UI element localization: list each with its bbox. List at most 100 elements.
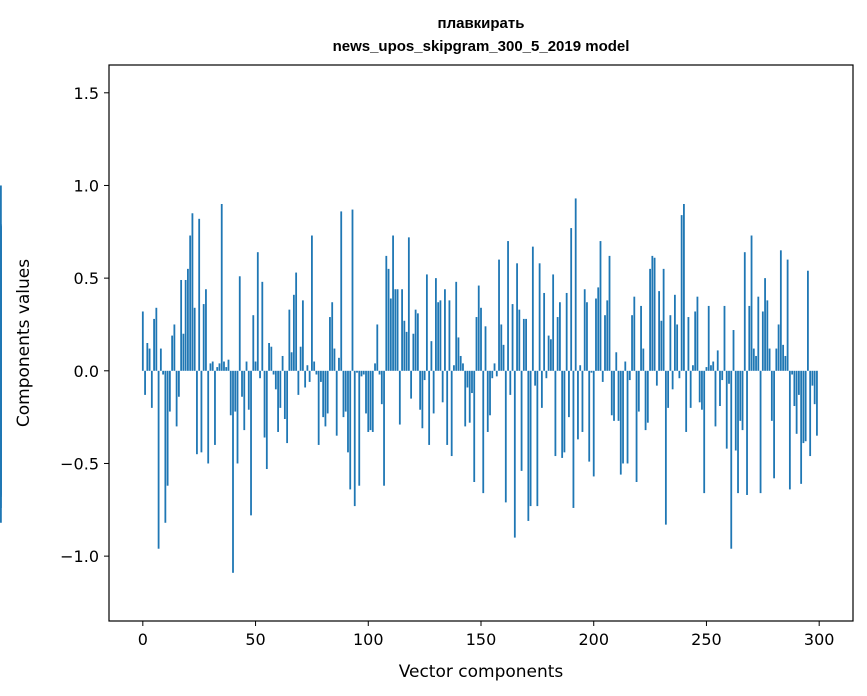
bar bbox=[162, 370, 165, 375]
bar bbox=[504, 370, 507, 503]
bar bbox=[604, 315, 606, 371]
bar bbox=[277, 370, 279, 432]
bar bbox=[493, 363, 496, 371]
bar bbox=[202, 304, 205, 371]
bar bbox=[464, 370, 467, 427]
bar bbox=[507, 241, 509, 371]
bar bbox=[371, 370, 374, 432]
bar bbox=[779, 250, 782, 371]
bar bbox=[218, 363, 221, 371]
bar bbox=[599, 241, 602, 371]
bar bbox=[274, 370, 277, 390]
bar bbox=[637, 370, 640, 412]
bar bbox=[511, 304, 514, 371]
bar bbox=[628, 370, 631, 381]
bar bbox=[500, 324, 503, 371]
bar bbox=[802, 370, 805, 444]
bar bbox=[770, 370, 773, 421]
bar bbox=[462, 363, 464, 371]
bar bbox=[459, 355, 462, 371]
bar bbox=[407, 237, 410, 371]
bar bbox=[725, 370, 728, 449]
bar bbox=[588, 370, 591, 462]
bar bbox=[453, 365, 455, 371]
bar bbox=[171, 335, 174, 371]
bar bbox=[347, 370, 349, 453]
bar bbox=[761, 311, 764, 371]
bar bbox=[662, 268, 665, 371]
bar bbox=[529, 370, 532, 507]
bar bbox=[168, 370, 171, 412]
bar bbox=[583, 289, 586, 371]
bar bbox=[698, 370, 701, 403]
bar bbox=[335, 370, 338, 436]
bar bbox=[800, 370, 803, 484]
bar bbox=[177, 370, 180, 397]
bar bbox=[716, 350, 719, 371]
bar bbox=[689, 370, 692, 408]
bar bbox=[353, 370, 356, 507]
bar bbox=[644, 370, 647, 431]
bar bbox=[525, 318, 527, 371]
bar bbox=[356, 370, 358, 373]
bar bbox=[786, 259, 789, 371]
bar bbox=[187, 268, 189, 371]
bar bbox=[410, 370, 413, 399]
bar bbox=[322, 370, 325, 418]
bar bbox=[209, 363, 212, 371]
x-tick-label: 150 bbox=[466, 630, 497, 649]
bar bbox=[457, 337, 460, 371]
bar bbox=[304, 370, 307, 388]
bar bbox=[513, 370, 516, 538]
bar bbox=[193, 307, 196, 371]
bar bbox=[658, 291, 661, 371]
bar bbox=[392, 235, 394, 371]
bar bbox=[175, 370, 178, 427]
bar bbox=[315, 370, 318, 375]
bar bbox=[329, 317, 331, 371]
bar bbox=[683, 204, 685, 371]
bar bbox=[568, 370, 570, 418]
bar bbox=[752, 348, 755, 371]
bar bbox=[184, 279, 187, 371]
bar bbox=[396, 289, 399, 371]
bar bbox=[793, 370, 796, 407]
bar bbox=[394, 289, 397, 371]
bar bbox=[250, 370, 252, 516]
bar bbox=[223, 361, 225, 371]
bar bbox=[383, 370, 385, 486]
chart-subtitle: news_upos_skipgram_300_5_2019 model bbox=[333, 38, 630, 55]
bar bbox=[367, 370, 370, 432]
bar bbox=[773, 370, 775, 479]
bar bbox=[214, 370, 216, 445]
bar bbox=[601, 370, 604, 382]
bar bbox=[633, 296, 636, 371]
bar bbox=[308, 370, 311, 382]
y-tick-label: 1.0 bbox=[74, 176, 99, 195]
bar bbox=[622, 370, 624, 464]
bar bbox=[811, 370, 814, 386]
bar bbox=[207, 370, 210, 464]
bar bbox=[498, 259, 500, 371]
bar bbox=[288, 309, 291, 371]
bar bbox=[414, 309, 417, 371]
bar bbox=[692, 365, 694, 371]
bar bbox=[669, 315, 672, 371]
bar bbox=[577, 370, 579, 440]
bar bbox=[534, 370, 537, 386]
bar bbox=[333, 348, 336, 371]
bar bbox=[572, 370, 575, 508]
bar-series bbox=[0, 185, 818, 573]
bar bbox=[671, 370, 674, 390]
bar bbox=[480, 307, 482, 371]
bar bbox=[619, 370, 622, 475]
bar bbox=[795, 370, 798, 434]
bar bbox=[549, 339, 552, 371]
bar bbox=[360, 370, 363, 377]
bar bbox=[685, 370, 688, 432]
bar bbox=[259, 370, 261, 379]
bar bbox=[673, 294, 676, 371]
bar bbox=[446, 370, 449, 445]
bar bbox=[261, 281, 264, 371]
